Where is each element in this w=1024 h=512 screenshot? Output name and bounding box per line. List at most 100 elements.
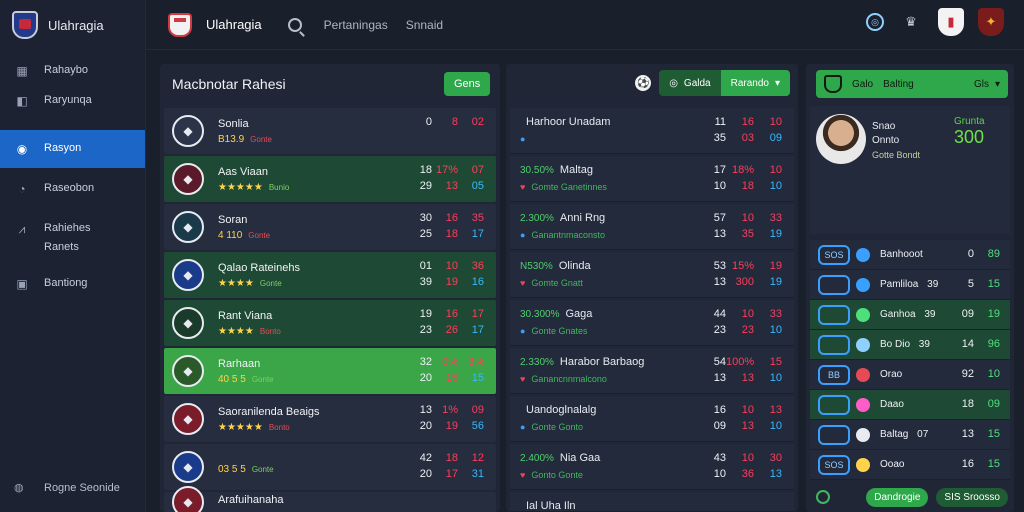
match-row[interactable]: 2.330% Harabor Barbaog ♥ Ganancnnmalcono 54 1… xyxy=(510,348,794,394)
stat-value: 92 xyxy=(961,368,974,380)
stat-value: 18 xyxy=(961,398,974,410)
notification-icon[interactable]: ◎ xyxy=(866,13,884,31)
player-stat-row[interactable]: Daao 18 09 xyxy=(810,390,1010,420)
stat-value: 19 xyxy=(445,420,458,432)
club-crest-red-icon[interactable]: ▮ xyxy=(938,8,964,36)
search-icon[interactable] xyxy=(287,17,302,32)
match-name: Anni Rng xyxy=(559,212,606,224)
team-avatar: ◆ xyxy=(172,486,204,512)
team-avatar: ◆ xyxy=(172,451,204,483)
table-row[interactable]: ◆ Rant Viana ★★★★ Bonto 19 16 17 23 26 17 xyxy=(164,300,496,346)
match-percent: 2.330% xyxy=(520,356,554,368)
match-title: Harhoor Unadam xyxy=(520,116,784,128)
player-stat-values: 13 15 xyxy=(948,428,1000,440)
player-info: Snao Onnto Gotte Bondt xyxy=(872,120,920,162)
table-row[interactable]: ◆ Saoranilenda Beaigs ★★★★★ Bonto 13 1% 09 20 19… xyxy=(164,396,496,442)
table-row[interactable]: ◆ 03 5 5 Gonte 42 18 12 20 17 31 xyxy=(164,444,496,490)
player-stat-row[interactable]: SOS Banhooot 0 89 xyxy=(810,240,1010,270)
table-row[interactable]: ◆ Sonlia B13.9 Gonte 0 8 02 xyxy=(164,108,496,154)
match-row[interactable]: 2.300% Anni Rng ● Ganantnmaconsto 57 10 33 13 35… xyxy=(510,204,794,250)
sidebar-item-3[interactable]: ◔ Raseobon xyxy=(0,174,145,204)
match-stats xyxy=(698,500,782,504)
player-stat-row[interactable]: Ganhoa 39 09 19 xyxy=(810,300,1010,330)
match-title: 30.50% Maltag xyxy=(520,164,784,176)
stat-value: 13 xyxy=(961,428,974,440)
table-row[interactable]: ◆ Rarhaan 40 5 5 Gonte 32 0% 3% 20 15 15 xyxy=(164,348,496,394)
row-meta: Soran 4 110 Gonte xyxy=(218,214,338,241)
brand-shield-icon xyxy=(12,11,38,39)
ranking-panel-button[interactable]: Gens xyxy=(444,72,490,96)
stat-value: 44 xyxy=(713,308,726,320)
stat-value: 10 xyxy=(987,368,1000,380)
match-row[interactable]: 2.400% Nia Gaa ♥ Gonto Gonte 43 10 30 10 36 13 xyxy=(510,444,794,490)
stat-value: 16 xyxy=(445,308,458,320)
sidebar-item-2[interactable]: ◉ Rasyon xyxy=(0,130,145,168)
club-logo-icon[interactable] xyxy=(168,12,192,37)
stat-value: 30 xyxy=(769,452,782,464)
badge-chip xyxy=(818,334,850,355)
player-stat-name-line1: Orao xyxy=(880,368,903,380)
player-header-end[interactable]: Gls ▾ xyxy=(974,79,1000,90)
table-row[interactable]: ◆ Aas Viaan ★★★★★ Bunio 18 17% 07 29 13 05 xyxy=(164,156,496,202)
sidebar-item-label: Rahiehes Ranets xyxy=(44,222,90,253)
sidebar-bottom-item[interactable]: ◍ Rogne Seonide xyxy=(0,473,145,502)
row-sub: B13.9 Gonte xyxy=(218,134,338,145)
footer-button-b[interactable]: SIS Sroosso xyxy=(936,487,1008,507)
topbar-nav-2[interactable]: Snnaid xyxy=(405,17,444,32)
player-stat-row[interactable]: SOS Ooao 16 15 xyxy=(810,450,1010,480)
stat-value: 17 xyxy=(471,324,484,336)
table-row[interactable]: ◆ Arafuihanaha xyxy=(164,486,496,512)
row-rating: ★★★★ xyxy=(218,325,254,337)
match-name: Olinda xyxy=(558,260,591,272)
sidebar-item-1[interactable]: ◧ Raryunqa xyxy=(0,86,145,116)
player-stat-row[interactable]: Bo Dio 39 14 96 xyxy=(810,330,1010,360)
match-row[interactable]: 30.50% Maltag ♥ Gomte Ganetinnes 17 18% 10 10 18… xyxy=(510,156,794,202)
footer-button-a[interactable]: Dandrogie xyxy=(866,487,929,507)
player-header-label-a[interactable]: Galo xyxy=(852,78,874,90)
match-row[interactable]: 30.300% Gaga ● Gonte Gnates 44 10 33 23 23 10 xyxy=(510,300,794,346)
row-name: Sonlia xyxy=(218,117,249,130)
match-row[interactable]: Uandoglnalalg ● Gonte Gonto 16 10 13 09 13 10 xyxy=(510,396,794,442)
ranking-panel: Macbnotar Rahesi Gens ◆ Sonlia B13.9 Gonte 0… xyxy=(160,64,500,512)
chevron-down-icon: ▾ xyxy=(774,77,780,89)
player-header-label-b[interactable]: Balting xyxy=(883,78,914,90)
player-stat-row[interactable]: Baltag 07 13 15 xyxy=(810,420,1010,450)
topbar-nav-1[interactable]: Pertaningas xyxy=(323,17,388,32)
match-stats: 11 16 10 35 03 09 xyxy=(698,116,782,144)
player-card[interactable]: Snao Onnto Gotte Bondt Grunta 300 xyxy=(810,106,1010,234)
row-sub: ★★★★ Bonto xyxy=(218,326,338,337)
row-stats: 0 8 02 xyxy=(406,116,484,132)
table-row[interactable]: ◆ Soran 4 110 Gonte 30 16 35 25 18 17 xyxy=(164,204,496,250)
match-row[interactable]: Harhoor Unadam ● 11 16 10 35 03 09 xyxy=(510,108,794,154)
team-crest-icon[interactable]: ♛ xyxy=(905,14,917,29)
stat-value: 15 xyxy=(987,428,1000,440)
row-meta: 03 5 5 Gonte xyxy=(218,460,338,475)
sidebar-item-4[interactable]: ⩘ Rahiehes Ranets xyxy=(0,214,145,261)
filter-pill-right[interactable]: Rarando ▾ xyxy=(720,70,790,96)
sidebar-item-0[interactable]: ▦ Rahaybo xyxy=(0,56,145,86)
player-stat-row[interactable]: Pamliloa 39 5 15 xyxy=(810,270,1010,300)
club-crest-dark-icon[interactable]: ✦ xyxy=(978,8,1004,36)
stat-value: 10 xyxy=(769,164,782,176)
sidebar-brand[interactable]: Ulahragia xyxy=(0,0,145,50)
filter-pill-left[interactable]: ◎ Galda xyxy=(659,70,721,96)
sidebar-item-label: Rahaybo xyxy=(44,64,89,76)
stat-value: 10 xyxy=(741,404,754,416)
stat-value: 100% xyxy=(726,356,755,368)
match-stats: 43 10 30 10 36 13 xyxy=(698,452,782,480)
stat-value: 18 xyxy=(741,180,754,192)
team-dot-icon xyxy=(856,337,870,352)
player-stat-values: 5 15 xyxy=(948,278,1000,290)
match-row[interactable]: N530% Olinda ♥ Gomte Gnatt 53 15% 19 13 300 19 xyxy=(510,252,794,298)
stat-value: 07 xyxy=(471,164,484,176)
stat-value: 19 xyxy=(987,308,1000,320)
ball-icon[interactable]: ⚽ xyxy=(635,75,652,91)
stat-value: 13 xyxy=(713,228,726,240)
row-tag: Bonto xyxy=(259,326,281,336)
match-sub: ● Ganantnmaconsto xyxy=(520,230,784,240)
player-stat-row[interactable]: BB Orao 92 10 xyxy=(810,360,1010,390)
table-row[interactable]: ◆ Qalao Rateinehs ★★★★ Gonte 01 10 36 39 19 16 xyxy=(164,252,496,298)
match-row[interactable]: Ial Uha Iln● xyxy=(510,492,794,512)
stat-value: 13 xyxy=(445,180,458,192)
sidebar-item-5[interactable]: ▣ Bantiong xyxy=(0,269,145,299)
